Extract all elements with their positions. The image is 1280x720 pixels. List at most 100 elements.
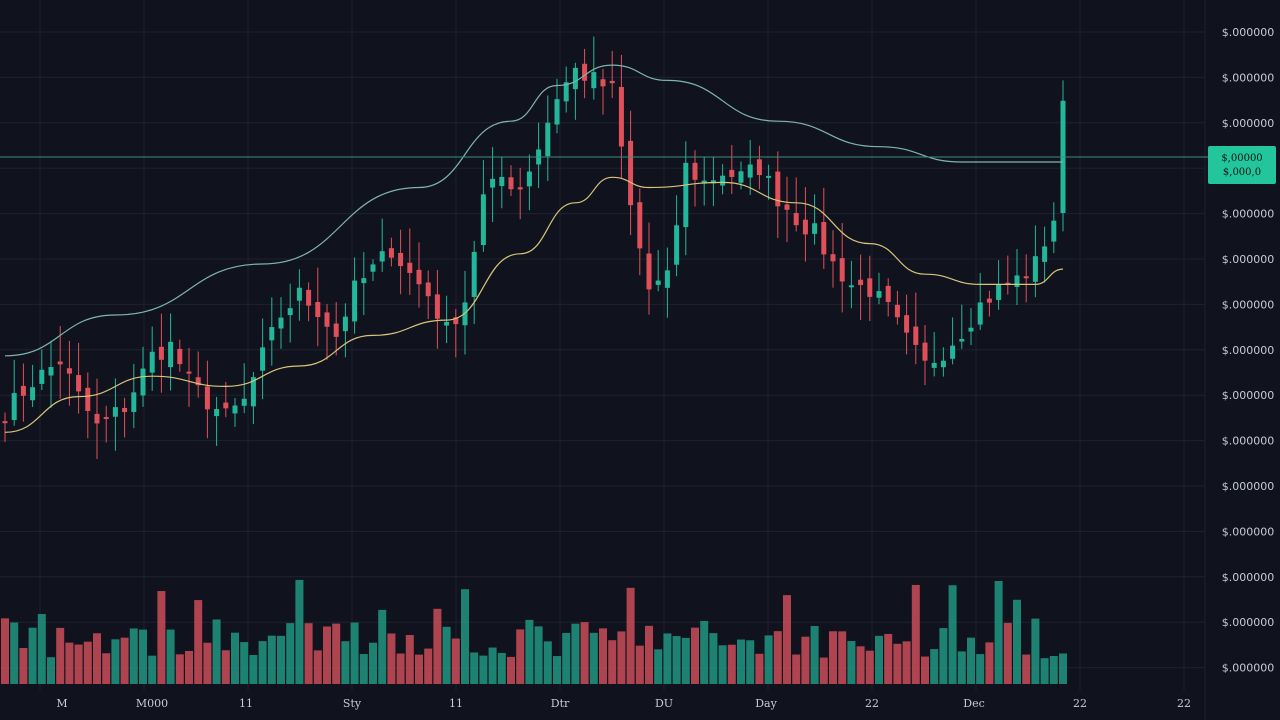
candle-body[interactable] [342,316,348,332]
candle-body[interactable] [195,377,201,386]
candle-body[interactable] [710,180,716,184]
candle-body[interactable] [379,251,385,262]
candle-body[interactable] [39,369,45,384]
candle-body[interactable] [996,284,1002,300]
candle-body[interactable] [812,223,818,234]
candle-body[interactable] [2,421,8,424]
candle-body[interactable] [333,323,339,337]
candle-body[interactable] [894,304,900,318]
candle-body[interactable] [352,280,358,322]
candle-body[interactable] [296,287,302,301]
candle-body[interactable] [57,361,63,365]
candle-body[interactable] [830,254,836,262]
candle-body[interactable] [913,326,919,345]
candle-body[interactable] [186,371,192,374]
candle-body[interactable] [848,285,854,288]
candle-body[interactable] [66,368,72,374]
candle-body[interactable] [76,375,82,392]
candle-body[interactable] [793,213,799,226]
candle-body[interactable] [416,269,422,285]
candle-body[interactable] [1014,275,1020,288]
candle-body[interactable] [600,79,606,87]
candle-body[interactable] [48,367,54,376]
candle-body[interactable] [94,413,100,424]
candle-body[interactable] [766,175,772,178]
candle-body[interactable] [453,317,459,325]
candle-body[interactable] [1005,282,1011,285]
candle-body[interactable] [490,178,496,188]
candle-body[interactable] [940,360,946,368]
candle-body[interactable] [149,351,155,373]
candle-body[interactable] [646,253,652,290]
candle-body[interactable] [444,321,450,326]
candle-body[interactable] [140,368,146,396]
candle-body[interactable] [250,377,256,407]
candle-body[interactable] [508,177,514,190]
candle-body[interactable] [85,387,91,412]
candle-body[interactable] [232,405,238,414]
candle-body[interactable] [554,99,560,125]
candle-body[interactable] [30,387,36,401]
candle-body[interactable] [1032,256,1038,282]
candle-body[interactable] [609,80,615,84]
candle-body[interactable] [499,176,505,187]
candle-body[interactable] [388,248,394,258]
candle-body[interactable] [977,302,983,325]
candle-body[interactable] [361,278,367,284]
candle-body[interactable] [306,289,312,306]
candle-body[interactable] [986,298,992,303]
candle-body[interactable] [756,159,762,176]
candle-body[interactable] [885,285,891,303]
candle-body[interactable] [802,219,808,235]
candle-body[interactable] [572,67,578,90]
candle-body[interactable] [775,171,781,207]
candle-body[interactable] [1023,276,1029,279]
candle-body[interactable] [260,347,266,371]
candle-body[interactable] [683,162,689,228]
candle-body[interactable] [664,270,670,288]
candle-body[interactable] [674,225,680,265]
candle-body[interactable] [517,187,523,190]
candle-body[interactable] [655,280,661,285]
candle-body[interactable] [204,386,210,410]
candle-body[interactable] [738,171,744,183]
candle-body[interactable] [701,180,707,184]
candle-body[interactable] [131,392,137,412]
candle-body[interactable] [287,308,293,316]
candle-body[interactable] [122,407,128,413]
candle-body[interactable] [370,264,376,272]
candle-body[interactable] [214,409,220,417]
candle-body[interactable] [158,346,164,360]
candle-body[interactable] [637,202,643,249]
candle-body[interactable] [904,315,910,333]
candle-body[interactable] [720,175,726,186]
candle-body[interactable] [407,262,413,273]
candle-body[interactable] [223,402,229,409]
candle-body[interactable] [278,317,284,329]
candle-body[interactable] [315,302,321,317]
candle-body[interactable] [867,278,873,297]
candle-body[interactable] [582,63,588,81]
candle-body[interactable] [471,251,477,297]
candle-body[interactable] [20,385,26,396]
candle-body[interactable] [425,282,431,297]
candle-body[interactable] [177,348,183,365]
candle-body[interactable] [563,82,569,102]
candle-body[interactable] [1042,246,1048,262]
candle-body[interactable] [747,164,753,178]
candle-body[interactable] [112,407,118,417]
candle-body[interactable] [526,171,532,187]
candle-body[interactable] [324,312,330,327]
candle-body[interactable] [968,327,974,332]
candle-body[interactable] [545,122,551,157]
candle-body[interactable] [11,393,17,421]
candle-body[interactable] [1051,220,1057,242]
candle-body[interactable] [618,86,624,147]
candle-body[interactable] [922,342,928,361]
candle-body[interactable] [168,341,174,368]
candle-body[interactable] [398,252,404,267]
candle-body[interactable] [950,345,956,359]
candle-body[interactable] [103,417,109,420]
candle-body[interactable] [784,204,790,210]
candle-body[interactable] [591,72,597,89]
